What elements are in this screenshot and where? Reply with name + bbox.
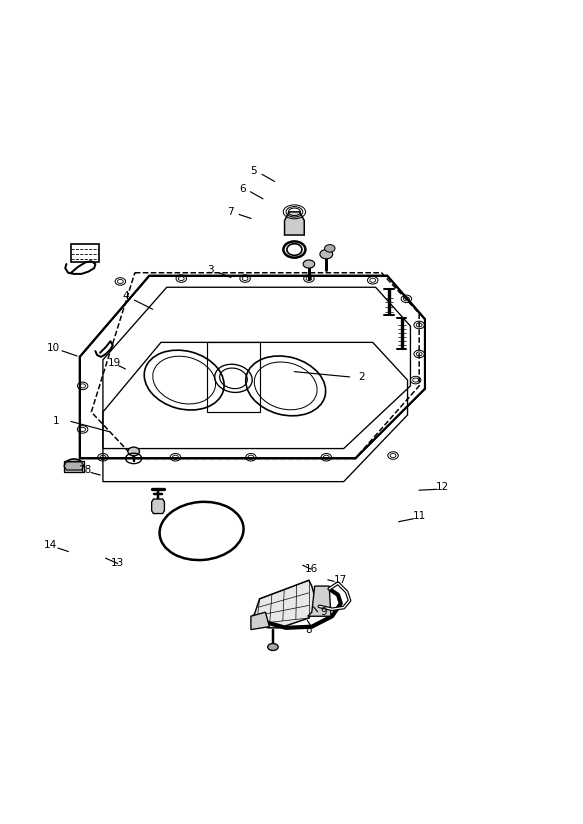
Text: 9: 9 [320, 607, 326, 617]
Text: 18: 18 [79, 465, 92, 475]
Text: 16: 16 [305, 564, 318, 574]
Polygon shape [152, 499, 164, 513]
Ellipse shape [268, 644, 278, 650]
Text: 19: 19 [108, 358, 121, 368]
Text: 11: 11 [413, 512, 426, 522]
Polygon shape [285, 212, 304, 235]
Text: 12: 12 [436, 482, 449, 493]
Ellipse shape [128, 447, 139, 456]
Text: 4: 4 [123, 291, 129, 301]
Polygon shape [251, 612, 269, 630]
Text: 3: 3 [207, 265, 213, 275]
Text: 1: 1 [53, 415, 60, 426]
Ellipse shape [325, 245, 335, 252]
Polygon shape [64, 461, 84, 472]
Text: 17: 17 [334, 575, 347, 585]
Polygon shape [308, 586, 331, 616]
Text: 10: 10 [47, 343, 60, 353]
Text: 5: 5 [251, 166, 257, 176]
Text: 14: 14 [44, 541, 57, 550]
Polygon shape [64, 462, 84, 470]
Text: 8: 8 [305, 625, 312, 634]
Text: 7: 7 [227, 207, 234, 217]
Ellipse shape [303, 260, 315, 268]
Ellipse shape [320, 250, 333, 259]
Polygon shape [254, 580, 315, 628]
Text: 2: 2 [358, 372, 364, 382]
Text: 6: 6 [239, 184, 245, 194]
Ellipse shape [65, 459, 83, 472]
Text: 13: 13 [111, 558, 124, 568]
